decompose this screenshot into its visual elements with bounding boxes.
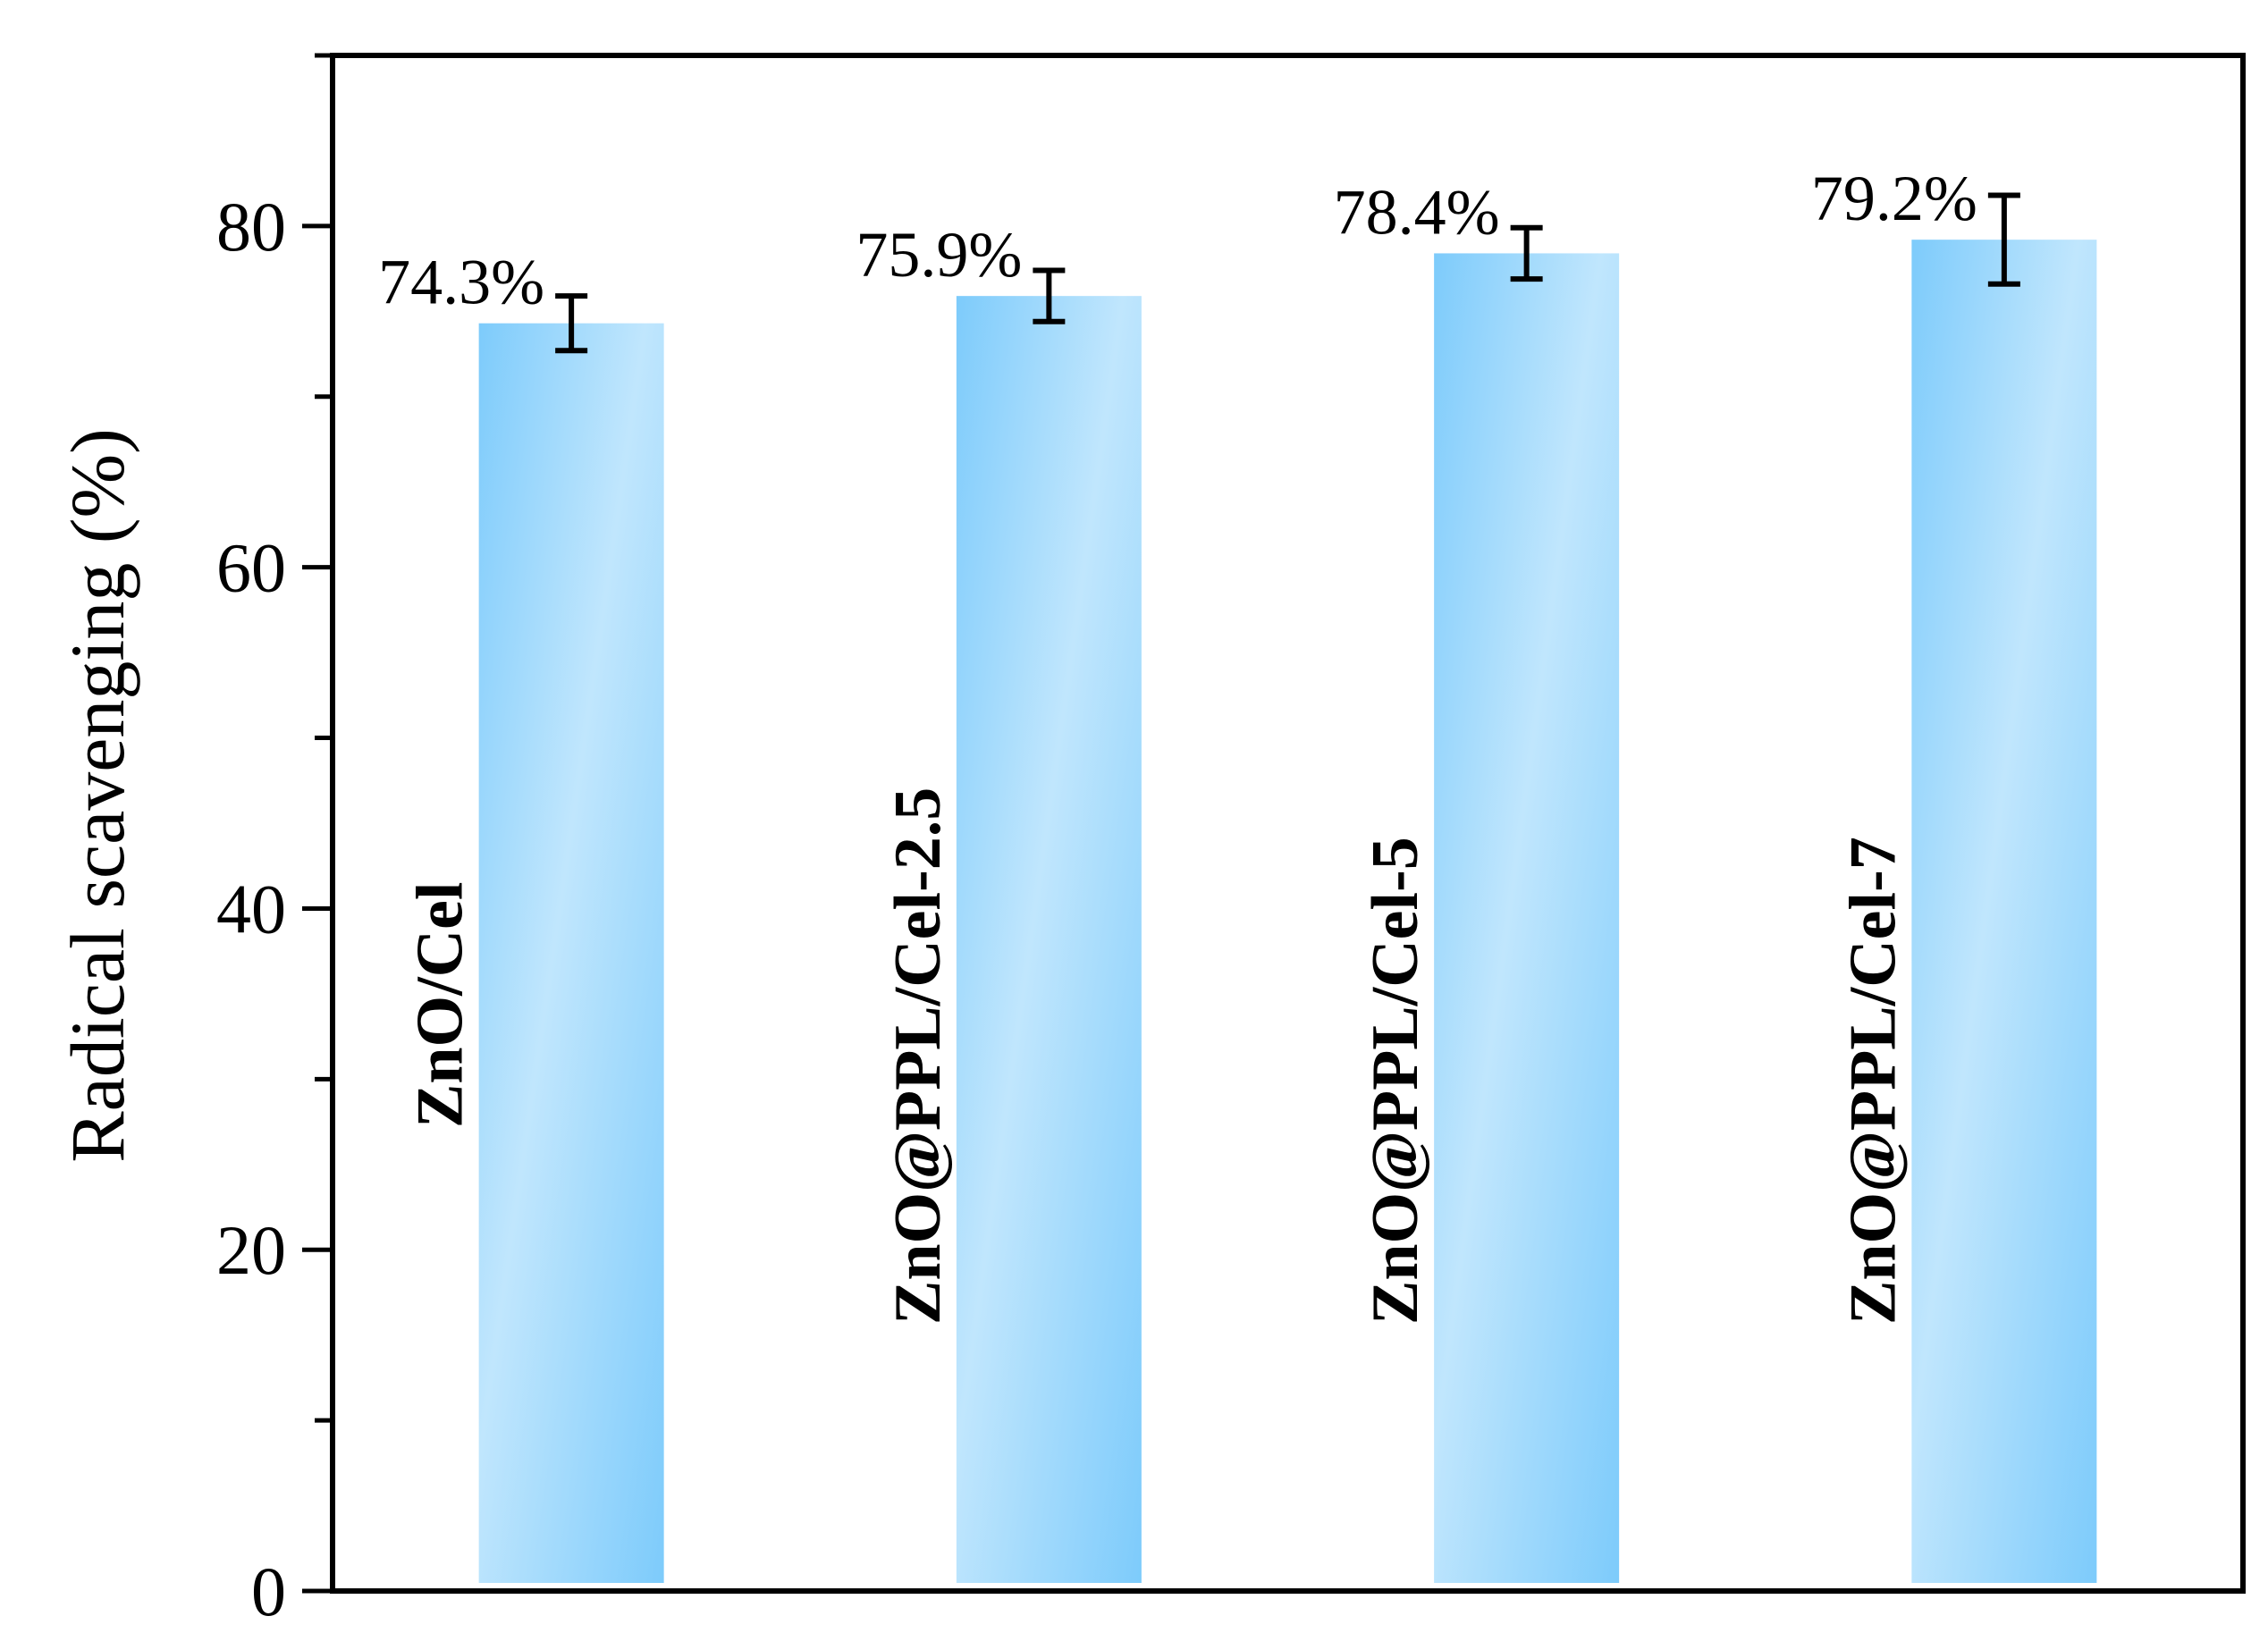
bar (1911, 240, 2097, 1583)
bar (478, 323, 664, 1583)
y-tick-label: 0 (251, 1553, 286, 1630)
bar (1434, 253, 1620, 1583)
category-label: ZnO/Cel (404, 882, 477, 1128)
value-label: 78.4% (1334, 176, 1500, 248)
value-label: 79.2% (1811, 163, 1977, 234)
category-label: ZnO@PPL/Cel-7 (1836, 837, 1910, 1325)
category-label: ZnO@PPL/Cel-5 (1359, 837, 1432, 1325)
error-bars (555, 192, 2020, 354)
y-tick-label: 60 (216, 529, 286, 607)
y-axis-title: Radical scavenging (%) (55, 428, 140, 1162)
category-label: ZnO@PPL/Cel-2.5 (881, 787, 955, 1325)
bars (478, 240, 2097, 1583)
y-axis-ticks: 0 20 40 60 80 (216, 53, 333, 1630)
plot-frame (330, 53, 2246, 1594)
y-tick-label: 40 (216, 870, 286, 947)
y-tick-label: 20 (216, 1211, 286, 1289)
value-labels: 74.3% 75.9% 78.4% 79.2% (378, 163, 1977, 318)
value-label: 74.3% (378, 247, 544, 318)
category-labels: ZnO/Cel ZnO@PPL/Cel-2.5 ZnO@PPL/Cel-5 ZnO@P… (404, 787, 1910, 1325)
bar (956, 296, 1142, 1583)
value-label: 75.9% (856, 219, 1022, 290)
y-tick-label: 80 (216, 188, 286, 265)
